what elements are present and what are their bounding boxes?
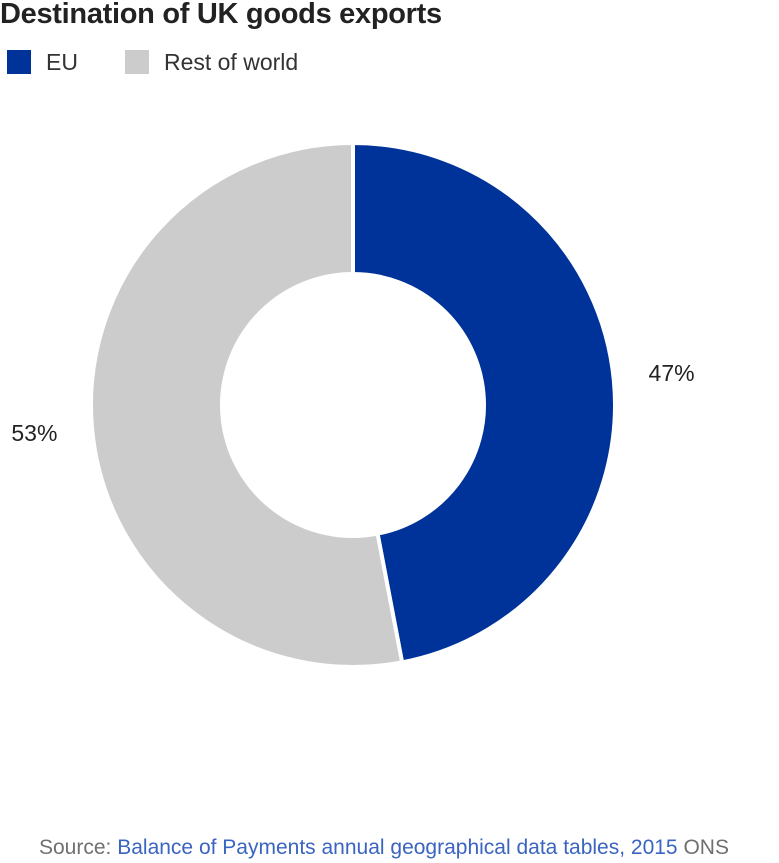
legend-swatch-rest-of-world <box>124 50 149 74</box>
legend-label-rest-of-world: Rest of world <box>163 48 299 75</box>
chart-title: Destination of UK goods exports <box>0 0 442 30</box>
donut-slice-rest-of-world[interactable] <box>89 140 405 669</box>
slice-label-eu: 47% <box>649 360 695 386</box>
source-prefix: Source: <box>39 836 118 859</box>
legend-item-rest-of-world: Rest of world <box>124 48 299 76</box>
legend-label-eu: EU <box>46 48 78 75</box>
source-link[interactable]: Balance of Payments annual geographical … <box>117 836 678 859</box>
source-note: Source: Balance of Payments annual geogr… <box>39 836 729 860</box>
chart-legend: EU Rest of world <box>7 49 345 75</box>
legend-swatch-eu <box>7 50 31 74</box>
slice-label-rest-of-world: 53% <box>11 420 57 446</box>
legend-item-eu: EU <box>7 49 78 76</box>
source-suffix: ONS <box>677 836 729 859</box>
donut-slice-eu[interactable] <box>351 140 617 665</box>
